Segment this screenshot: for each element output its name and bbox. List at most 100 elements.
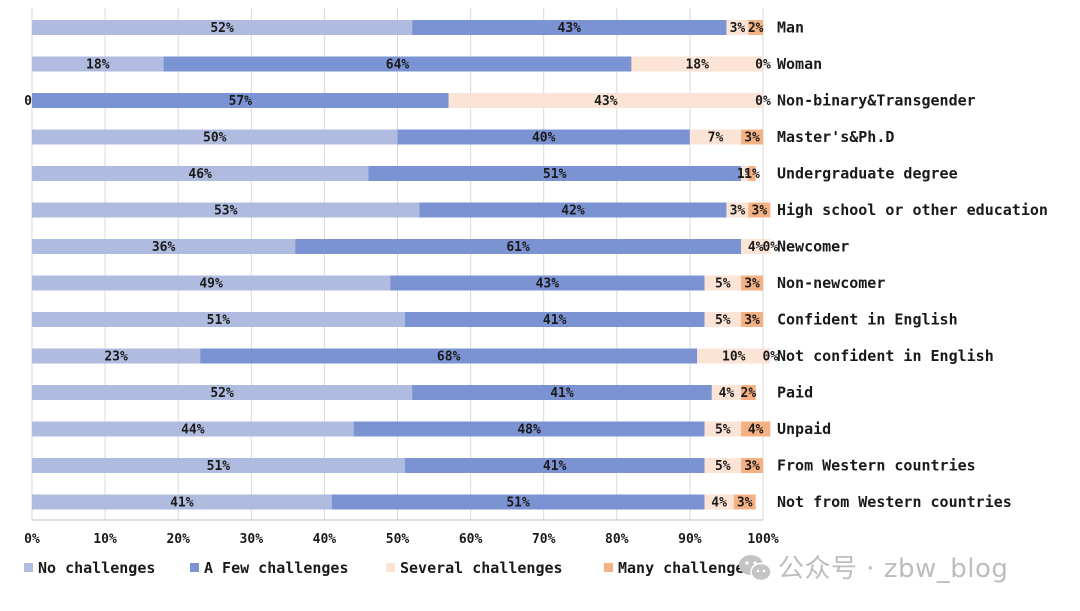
watermark-text: 公众号 · zbw_blog xyxy=(778,554,1009,584)
x-tick-label: 10% xyxy=(93,532,117,547)
x-axis: 0% 10% 20% 30% 40% 50% 60% 70% 80% 90% 100% xyxy=(24,519,779,547)
bar-segment-no-challenges xyxy=(32,494,332,510)
data-label: 0% xyxy=(762,350,778,365)
data-label: 41% xyxy=(170,496,194,511)
legend-item: A Few challenges xyxy=(190,559,349,577)
category-label: Undergraduate degree xyxy=(777,165,958,183)
category-label: Non-binary&Transgender xyxy=(777,92,976,110)
data-label: 18% xyxy=(685,58,709,73)
data-label: 7% xyxy=(708,131,724,146)
bar-segment-no-challenges xyxy=(32,348,201,364)
data-label: 57% xyxy=(229,94,253,109)
bar-row: 52% 41% 4% 2% Paid xyxy=(32,384,813,402)
data-label: 4% xyxy=(719,386,735,401)
data-label: 61% xyxy=(506,240,530,255)
legend-swatch xyxy=(190,563,199,572)
bar-segment-no-challenges xyxy=(32,129,398,145)
data-label: 51% xyxy=(207,459,231,474)
data-label: 51% xyxy=(506,496,530,511)
data-label: 41% xyxy=(543,313,567,328)
data-label: 51% xyxy=(543,167,567,182)
bar-segment-a-few-challenges xyxy=(404,312,705,327)
data-label: 41% xyxy=(550,386,574,401)
category-label: Non-newcomer xyxy=(777,274,885,292)
data-label: 51% xyxy=(207,313,231,328)
data-label: 3% xyxy=(744,313,760,328)
x-tick-label: 40% xyxy=(313,532,337,547)
bar-segment-many-challenges xyxy=(748,20,763,35)
bar-segment-many-challenges xyxy=(741,129,763,145)
legend-swatch xyxy=(386,563,395,572)
data-label: 5% xyxy=(715,423,731,438)
bar-segment-a-few-challenges xyxy=(397,129,690,145)
bar-segment-no-challenges xyxy=(32,166,369,181)
category-label: Not from Western countries xyxy=(777,493,1012,511)
bar-row: 52% 43% 3% 2% Man xyxy=(32,19,804,37)
data-label: 3% xyxy=(744,277,760,292)
bar-segment-several-challenges xyxy=(448,93,763,108)
bar-segment-a-few-challenges xyxy=(404,458,705,473)
bar-segment-a-few-challenges xyxy=(32,93,449,108)
bar-row: 44% 48% 5% 4% Unpaid xyxy=(32,420,831,438)
data-label: 50% xyxy=(203,131,227,146)
bar-segment-a-few-challenges xyxy=(200,348,698,364)
bars: 52%43%3%2%Man18%64%18%0%Woman0%57%43%0%N… xyxy=(24,19,1048,512)
bar-segment-a-few-challenges xyxy=(412,20,727,35)
data-label: 3% xyxy=(730,204,746,219)
bar-row: 0%57%43%0%Non-binary&Transgender xyxy=(24,92,976,110)
grid-lines xyxy=(31,8,764,520)
data-label: 68% xyxy=(437,350,461,365)
data-label: 40% xyxy=(532,131,556,146)
legend-label: Many challenges xyxy=(618,559,753,577)
bar-segment-a-few-challenges xyxy=(419,202,727,218)
data-label: 42% xyxy=(561,204,585,219)
data-label: 3% xyxy=(752,204,768,219)
data-label: 0% xyxy=(762,240,778,255)
bar-segment-several-challenges xyxy=(689,129,742,145)
data-label: 52% xyxy=(210,386,234,401)
data-label: 0% xyxy=(755,94,771,109)
legend-swatch xyxy=(24,563,33,572)
x-tick-label: 90% xyxy=(678,532,702,547)
bar-segment-several-challenges xyxy=(741,166,749,181)
bar-row: 53% 42% 3% 3% High school or other education xyxy=(32,201,1048,219)
legend-item: Many challenges xyxy=(604,559,753,577)
x-tick-label: 0% xyxy=(24,532,40,547)
category-label: Woman xyxy=(777,55,822,73)
bar-segment-no-challenges xyxy=(32,458,405,473)
data-label: 23% xyxy=(104,350,128,365)
bar-row: 23% 68% 10% 0%Not confident in English xyxy=(32,347,994,365)
bar-segment-several-challenges xyxy=(704,421,742,437)
bar-row: 18% 64% 18% 0% Woman xyxy=(32,55,822,73)
data-label: 41% xyxy=(543,459,567,474)
category-label: Confident in English xyxy=(777,311,958,329)
bar-segment-a-few-challenges xyxy=(412,385,712,400)
data-label: 64% xyxy=(386,58,410,73)
data-label: 3% xyxy=(737,496,753,511)
bar-row: 36% 61% 4%0%Newcomer xyxy=(32,238,849,256)
bar-segment-no-challenges xyxy=(32,312,405,327)
bar-segment-no-challenges xyxy=(32,385,413,400)
data-label: 53% xyxy=(214,204,238,219)
data-label: 3% xyxy=(730,21,746,36)
bar-segment-many-challenges xyxy=(741,421,771,437)
bar-segment-several-challenges xyxy=(726,20,749,35)
data-label: 2% xyxy=(748,21,764,36)
data-label: 4% xyxy=(748,240,764,255)
wechat-icon xyxy=(739,555,772,582)
bar-segment-no-challenges xyxy=(32,20,413,35)
bar-segment-several-challenges xyxy=(726,202,749,218)
bar-row: 51% 41% 5% 3% Confident in English xyxy=(32,311,958,329)
bar-segment-many-challenges xyxy=(748,166,756,181)
bar-segment-many-challenges xyxy=(741,275,763,291)
legend-item: Several challenges xyxy=(386,559,563,577)
bar-segment-a-few-challenges xyxy=(331,494,705,510)
bar-segment-no-challenges xyxy=(32,275,391,291)
data-label: 48% xyxy=(517,423,541,438)
data-label: 44% xyxy=(181,423,205,438)
category-label: High school or other education xyxy=(777,201,1048,219)
data-label: 36% xyxy=(152,240,176,255)
bar-row: 46% 51% 1%1% Undergraduate degree xyxy=(32,165,958,183)
category-label: Not confident in English xyxy=(777,347,994,365)
